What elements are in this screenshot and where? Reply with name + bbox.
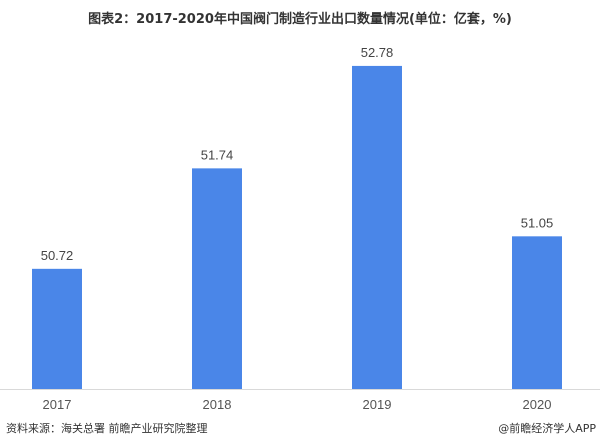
chart-title: 图表2：2017-2020年中国阀门制造行业出口数量情况(单位：亿套，%) [88, 12, 512, 27]
source-note: 资料来源：海关总署 前瞻产业研究院整理 [6, 422, 208, 435]
x-tick-label-2018: 2018 [203, 397, 232, 412]
x-tick-label-2019: 2019 [363, 397, 392, 412]
bar-2019 [352, 65, 402, 390]
data-label-2019: 52.78 [361, 45, 394, 60]
bar-2017 [32, 268, 82, 389]
data-label-2020: 51.05 [521, 215, 554, 230]
data-label-2018: 51.74 [201, 147, 234, 162]
bar-2018 [192, 168, 242, 389]
bar-2020 [512, 236, 562, 389]
x-tick-label-2020: 2020 [523, 397, 552, 412]
x-tick-label-2017: 2017 [43, 397, 72, 412]
data-label-2017: 50.72 [41, 248, 74, 263]
credit-note: @前瞻经济学人APP [498, 422, 596, 435]
